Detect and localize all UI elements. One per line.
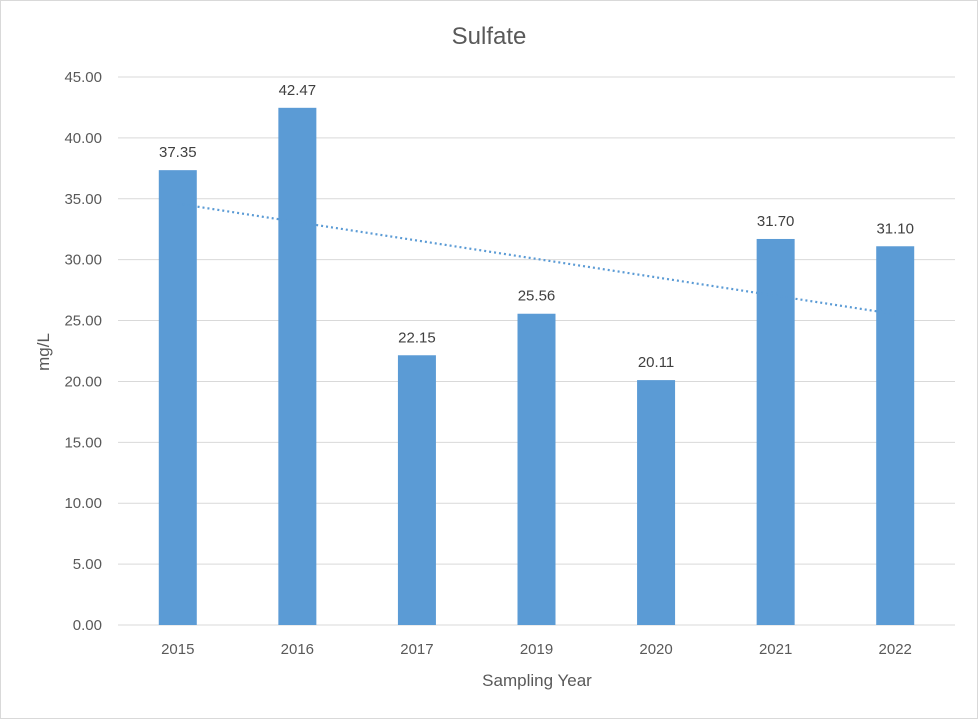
y-tick-label: 0.00 [73,617,102,634]
bar-2017 [397,355,436,625]
bar-2015 [158,170,197,625]
x-tick-label: 2020 [639,641,672,658]
y-tick-label: 15.00 [64,434,102,451]
data-label: 25.56 [518,288,556,305]
y-tick-label: 20.00 [64,373,102,390]
x-tick-label: 2021 [759,641,792,658]
trendline [177,202,896,316]
x-axis-tick-labels: 2015 2016 2017 2019 2020 2021 2022 [161,641,912,658]
gridlines [118,76,955,626]
bar-2019 [517,313,556,625]
y-axis-title: mg/L [34,333,53,371]
y-tick-label: 35.00 [64,191,102,208]
trendline-group [177,202,896,316]
y-tick-label: 10.00 [64,495,102,512]
data-label: 37.35 [159,144,197,161]
x-axis-title: Sampling Year [482,671,592,690]
data-label: 42.47 [279,82,317,99]
y-axis-tick-labels: 0.00 5.00 10.00 15.00 20.00 25.00 30.00 35.00 40… [64,69,102,634]
x-tick-label: 2019 [520,641,553,658]
data-labels: 37.35 42.47 22.15 25.56 20.11 31.70 31.10 [159,82,914,371]
data-label: 31.10 [876,220,914,237]
data-label: 22.15 [398,329,436,346]
bar-2020 [637,380,676,625]
data-label: 31.70 [757,213,795,230]
bar-2022 [876,246,915,625]
bar-series [158,107,915,626]
bar-2021 [756,238,795,625]
x-tick-label: 2017 [400,641,433,658]
y-tick-label: 5.00 [73,556,102,573]
data-label: 20.11 [638,354,674,371]
x-tick-label: 2015 [161,641,194,658]
y-tick-label: 25.00 [64,313,102,330]
y-tick-label: 30.00 [64,252,102,269]
y-tick-label: 45.00 [64,69,102,86]
y-tick-label: 40.00 [64,130,102,147]
chart-title: Sulfate [452,23,527,50]
x-tick-label: 2016 [281,641,314,658]
bar-2016 [278,107,317,626]
x-tick-label: 2022 [879,641,912,658]
